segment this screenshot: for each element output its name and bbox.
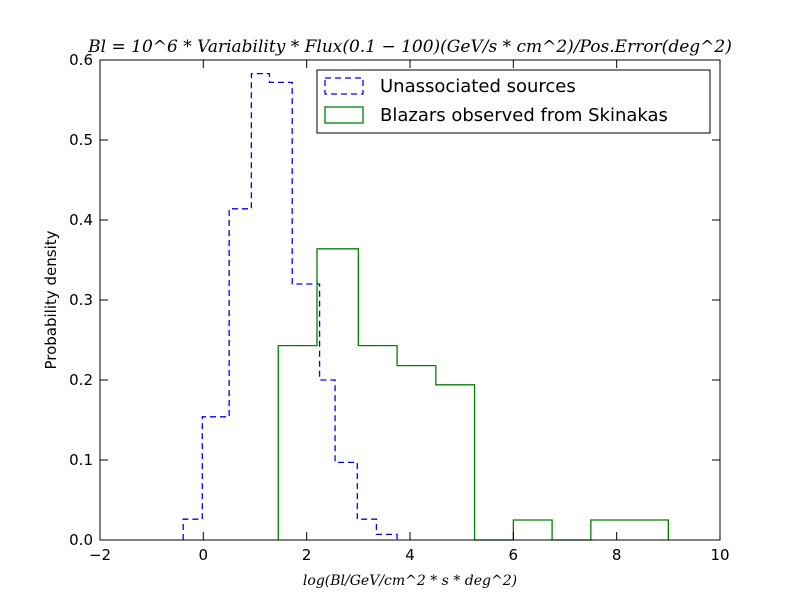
y-tick-label: 0.0 <box>69 531 93 549</box>
y-tick-label: 0.5 <box>69 131 93 149</box>
legend-label-unassociated: Unassociated sources <box>380 76 576 97</box>
x-tick-label: 6 <box>509 546 519 564</box>
legend-swatch-unassociated <box>324 77 364 95</box>
x-tick-label: 10 <box>710 546 729 564</box>
legend-box <box>316 69 711 134</box>
legend: Unassociated sources Blazars observed fr… <box>316 69 711 134</box>
y-tick-label: 0.6 <box>69 51 93 69</box>
ticks-layer: −2 0 2 4 6 8 10 0.0 0.1 0.2 0.3 0.4 0.5 0.6 <box>69 51 729 564</box>
x-tick-label: 4 <box>405 546 415 564</box>
chart-title: Bl = 10^6 * Variability * Flux(0.1 − 100… <box>87 37 732 57</box>
plot-frame <box>99 59 721 541</box>
x-tick-label: 2 <box>302 546 312 564</box>
histogram-series-0 <box>182 72 398 540</box>
x-tick-label: 8 <box>612 546 622 564</box>
plot-background <box>100 60 720 540</box>
legend-swatch-blazars <box>324 106 364 124</box>
series-layer <box>182 72 669 541</box>
y-tick-label: 0.4 <box>69 211 93 229</box>
histogram-series-1 <box>277 248 669 541</box>
x-tick-label: −2 <box>89 546 111 564</box>
legend-label-blazars: Blazars observed from Skinakas <box>380 105 668 126</box>
y-tick-label: 0.3 <box>69 291 93 309</box>
x-tick-label: 0 <box>199 546 209 564</box>
x-axis-label: log(Bl/GeV/cm^2 * s * deg^2) <box>303 573 517 589</box>
y-tick-label: 0.1 <box>69 451 93 469</box>
y-tick-label: 0.2 <box>69 371 93 389</box>
y-axis-label: Probability density <box>42 230 60 369</box>
